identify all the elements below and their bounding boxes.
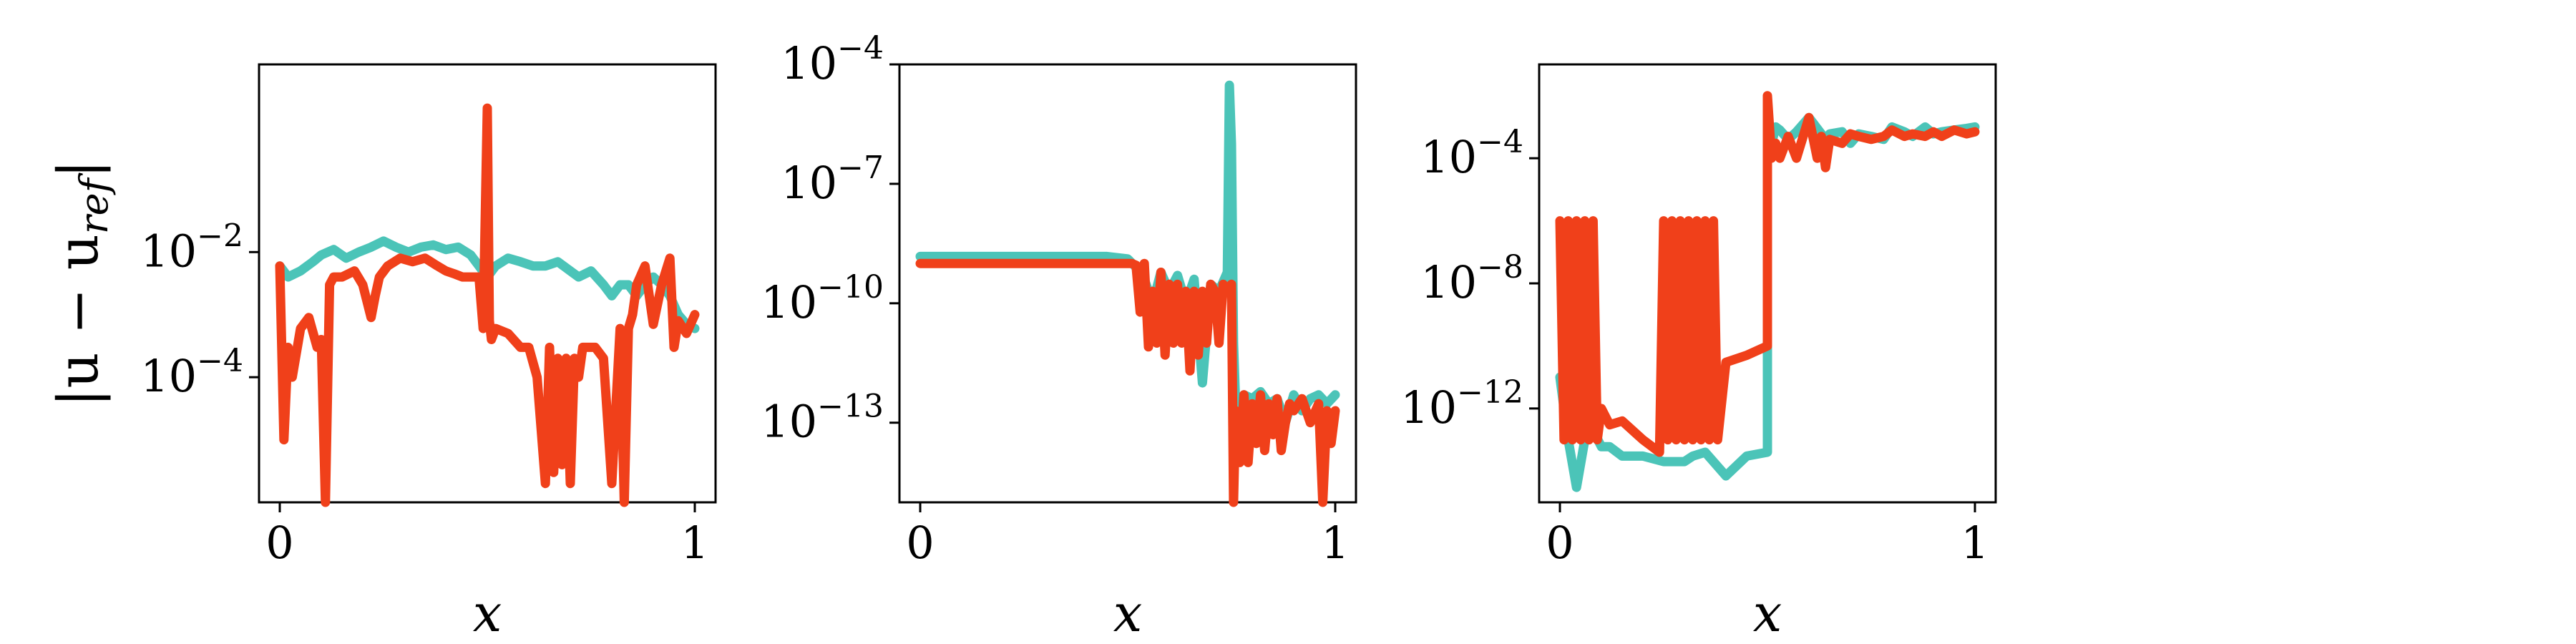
y-tick-exponent: −4 [837, 30, 884, 67]
series-line-b [275, 103, 700, 507]
x-axis-label: x [473, 583, 502, 643]
y-tick-base: 10 [761, 396, 817, 448]
y-tick-label: 10−13 [761, 389, 884, 448]
y-axis-label-sub: ref [72, 172, 117, 234]
y-tick-label: 10−4 [140, 343, 243, 402]
y-tick-label: 10−2 [140, 218, 243, 277]
x-axis-label: x [1753, 583, 1782, 643]
series-lines [275, 103, 700, 507]
y-tick-label: 10−4 [781, 30, 884, 89]
y-tick-exponent: −7 [837, 150, 884, 186]
series-lines [1555, 91, 1980, 492]
y-tick-base: 10 [1400, 381, 1457, 434]
series-line-a [915, 80, 1340, 428]
y-tick-label: 10−4 [1420, 124, 1523, 183]
y-tick-label: 10−8 [1420, 249, 1523, 308]
y-tick-base: 10 [1420, 131, 1477, 183]
y-ticks: 10−410−810−12 [1400, 124, 1539, 434]
y-tick-exponent: −13 [817, 389, 884, 425]
series-line-b [1555, 91, 1980, 457]
x-axis-label: x [1113, 583, 1143, 643]
y-tick-base: 10 [1420, 256, 1477, 308]
y-tick-base: 10 [140, 225, 197, 277]
y-axis-label-main: |u − u [47, 234, 111, 407]
series-line-b [915, 258, 1340, 507]
y-axis-label: |u − uref| [47, 160, 117, 407]
x-tick-label: 1 [680, 517, 708, 569]
y-axis-label-end: | [47, 160, 111, 178]
x-tick-label: 0 [906, 517, 934, 569]
y-tick-label: 10−7 [781, 150, 884, 209]
plot-frame [898, 63, 1357, 504]
y-tick-exponent: −4 [197, 343, 243, 379]
y-tick-exponent: −4 [1477, 124, 1523, 160]
y-tick-base: 10 [781, 37, 837, 89]
plot-frame [258, 63, 717, 504]
y-tick-exponent: −12 [1457, 374, 1523, 411]
series-lines [915, 80, 1340, 507]
y-tick-label: 10−12 [1400, 374, 1523, 434]
x-tick-label: 1 [1961, 517, 1989, 569]
y-tick-exponent: −10 [817, 269, 884, 306]
y-tick-base: 10 [761, 276, 817, 328]
x-tick-label: 0 [1546, 517, 1574, 569]
y-tick-exponent: −2 [197, 218, 243, 254]
y-tick-exponent: −8 [1477, 249, 1523, 286]
y-tick-base: 10 [140, 350, 197, 402]
x-tick-label: 0 [265, 517, 293, 569]
x-tick-label: 1 [1321, 517, 1349, 569]
y-tick-label: 10−10 [761, 269, 884, 328]
y-ticks: 10−210−4 [140, 218, 259, 402]
y-tick-base: 10 [781, 157, 837, 209]
series-line-a [275, 236, 700, 333]
